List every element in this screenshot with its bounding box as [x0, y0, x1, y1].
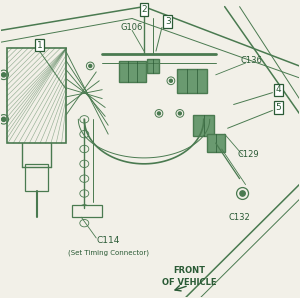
Text: 1: 1: [37, 41, 42, 50]
Circle shape: [2, 117, 6, 121]
Circle shape: [2, 73, 6, 77]
Bar: [193, 115, 214, 136]
Text: 4: 4: [276, 85, 281, 94]
Circle shape: [158, 112, 160, 115]
Text: C129: C129: [238, 150, 260, 159]
Text: OF VEHICLE: OF VEHICLE: [162, 278, 216, 287]
Bar: [147, 58, 159, 73]
Text: C114: C114: [97, 236, 120, 246]
Text: 3: 3: [165, 17, 171, 26]
Text: C136: C136: [241, 55, 262, 64]
Bar: [25, 164, 49, 190]
Circle shape: [178, 112, 182, 115]
Bar: [177, 69, 207, 93]
Text: 5: 5: [275, 103, 281, 112]
Text: C132: C132: [229, 213, 250, 222]
Bar: [7, 48, 66, 143]
Bar: [207, 134, 225, 152]
Circle shape: [89, 64, 92, 67]
Circle shape: [169, 79, 172, 82]
Text: G106: G106: [121, 23, 143, 32]
Bar: [118, 61, 146, 82]
Circle shape: [240, 191, 245, 196]
Bar: [72, 205, 102, 217]
Text: FRONT: FRONT: [173, 266, 205, 275]
Text: 2: 2: [141, 5, 147, 14]
Text: (Set Timing Connector): (Set Timing Connector): [68, 249, 149, 256]
